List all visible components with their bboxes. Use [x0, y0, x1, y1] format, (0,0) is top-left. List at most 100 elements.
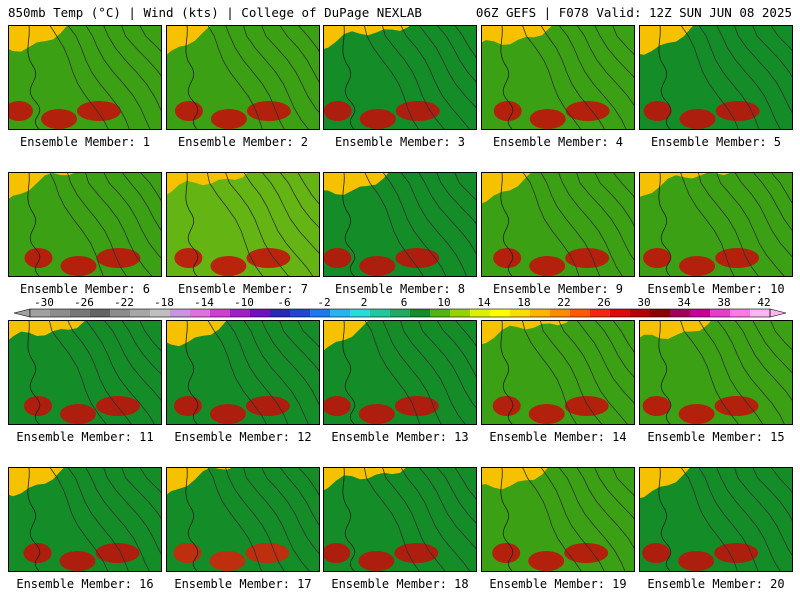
warm-pocket [642, 396, 671, 416]
warm-pocket [245, 543, 290, 563]
contour-line [225, 468, 285, 571]
colorbar-swatch [710, 309, 731, 317]
contour-line [364, 173, 424, 276]
contour-line [67, 26, 130, 129]
ensemble-member-map [323, 467, 477, 572]
contour-line [559, 26, 627, 129]
contour-line [454, 26, 476, 58]
contour-line [680, 173, 735, 276]
contour-line [49, 173, 104, 276]
warm-pocket [395, 248, 440, 268]
contour-line [734, 26, 792, 113]
contour-line [207, 26, 263, 129]
contour-line [382, 173, 447, 276]
ensemble-member-map [481, 320, 635, 425]
contour-line [279, 26, 319, 83]
colorbar-swatch [30, 309, 51, 317]
colorbar-tick-label: 34 [677, 296, 691, 309]
contour-line [418, 321, 476, 408]
warm-pocket [95, 543, 140, 563]
ensemble-member-map [8, 467, 162, 572]
ensemble-member-map [166, 320, 320, 425]
contour-line [436, 173, 476, 224]
ensemble-member-map [166, 467, 320, 572]
contour-line [613, 321, 634, 353]
ensemble-member-map [166, 25, 320, 130]
ensemble-member-map [481, 467, 635, 572]
contour-line [595, 321, 634, 378]
contour-line [752, 321, 792, 374]
colorbar-tick-label: -6 [277, 296, 290, 309]
contour-line [243, 468, 310, 571]
warm-pocket [678, 404, 715, 424]
contour-line [139, 321, 161, 352]
warm-pocket [565, 101, 610, 121]
warm-pocket [679, 109, 716, 129]
contour-line [121, 468, 161, 520]
contour-line [436, 321, 476, 378]
contour-line [698, 26, 760, 129]
warm-pocket [715, 248, 760, 268]
warm-pocket [529, 256, 566, 276]
contour-line [594, 468, 634, 520]
colorbar-swatch [190, 309, 211, 317]
warm-pocket [59, 551, 96, 571]
colorbar-swatch [230, 309, 251, 317]
contour-line [279, 321, 319, 372]
contour-line [522, 173, 580, 276]
colorbar-swatch [450, 309, 471, 317]
ensemble-member-caption: Ensemble Member: 9 [492, 282, 624, 296]
warm-pocket [96, 248, 141, 268]
contour-line [382, 468, 446, 571]
temperature-band [324, 173, 476, 276]
ensemble-member-caption: Ensemble Member: 2 [177, 135, 309, 149]
contour-line [717, 321, 785, 424]
map-title: 850mb Temp (°C) | Wind (kts) | College o… [8, 5, 422, 20]
contour-line [613, 173, 634, 198]
contour-line [437, 468, 476, 524]
contour-line [540, 26, 605, 129]
warm-pocket [564, 396, 609, 416]
warm-pocket [210, 109, 247, 129]
contour-line [522, 26, 582, 129]
warm-pocket [358, 404, 395, 424]
ensemble-member-caption: Ensemble Member: 8 [334, 282, 466, 296]
colorbar-swatch [310, 309, 331, 317]
warm-pocket [394, 396, 439, 416]
colorbar-swatch [490, 309, 511, 317]
terrain-contour [27, 173, 41, 276]
terrain-contour [658, 26, 672, 129]
contour-line [770, 321, 792, 351]
terrain-contour [185, 173, 199, 276]
terrain-contour [500, 26, 514, 129]
contour-line [382, 321, 442, 424]
contour-line [576, 468, 634, 549]
temperature-band [9, 26, 161, 129]
warm-pocket [246, 248, 291, 268]
colorbar-outline [29, 308, 771, 318]
warm-pocket [60, 256, 97, 276]
ensemble-member-caption: Ensemble Member: 16 [16, 577, 154, 591]
warm-pocket [359, 256, 396, 276]
warm-pocket [210, 256, 247, 276]
colorbar-tick-label: -14 [194, 296, 214, 309]
contour-line [49, 26, 109, 129]
terrain-contour [27, 468, 41, 571]
colorbar-tick-label: 2 [361, 296, 368, 309]
ensemble-member-caption: Ensemble Member: 13 [331, 430, 469, 444]
contour-line [594, 173, 634, 227]
contour-line [698, 173, 759, 276]
contour-line [400, 321, 466, 424]
terrain-contour [500, 173, 514, 276]
warm-pocket [60, 404, 96, 424]
ensemble-member-map [8, 172, 162, 277]
colorbar-swatch [410, 309, 431, 317]
colorbar-tick-label: 14 [477, 296, 491, 309]
contour-line [243, 26, 309, 129]
contour-line [67, 173, 127, 276]
temperature-band [324, 468, 476, 571]
warm-pocket [714, 396, 759, 416]
contour-line [716, 468, 781, 571]
contour-line [454, 173, 476, 201]
colorbar-swatch [110, 309, 131, 317]
